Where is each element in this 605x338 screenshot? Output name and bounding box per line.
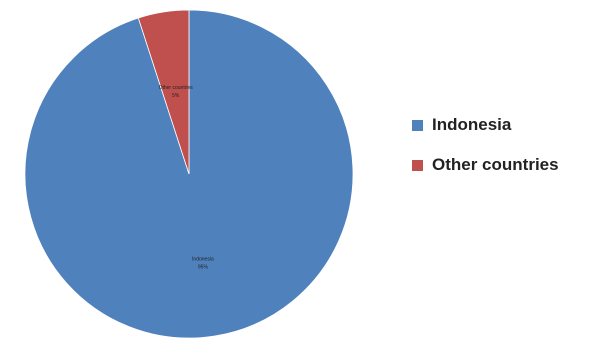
legend-item-other-countries: Other countries [412, 154, 559, 176]
pie-slice-other-countries [137, 9, 190, 175]
slice-value-label-indonesia: 95% [198, 265, 209, 271]
legend-label-indonesia: Indonesia [432, 115, 512, 134]
legend-swatch-indonesia [412, 119, 423, 131]
legend-label-other-countries: Other countries [432, 155, 559, 174]
slice-labels: Indonesia 95% Other countries 5% [159, 85, 214, 271]
slice-category-label-indonesia: Indonesia [192, 257, 214, 263]
slice-value-label-other-countries: 5% [172, 93, 180, 99]
legend: Indonesia Other countries [412, 114, 559, 194]
legend-item-indonesia: Indonesia [412, 114, 559, 136]
legend-swatch-other-countries [412, 159, 423, 171]
pie-slices [24, 9, 354, 338]
slice-category-label-other-countries: Other countries [159, 85, 194, 91]
